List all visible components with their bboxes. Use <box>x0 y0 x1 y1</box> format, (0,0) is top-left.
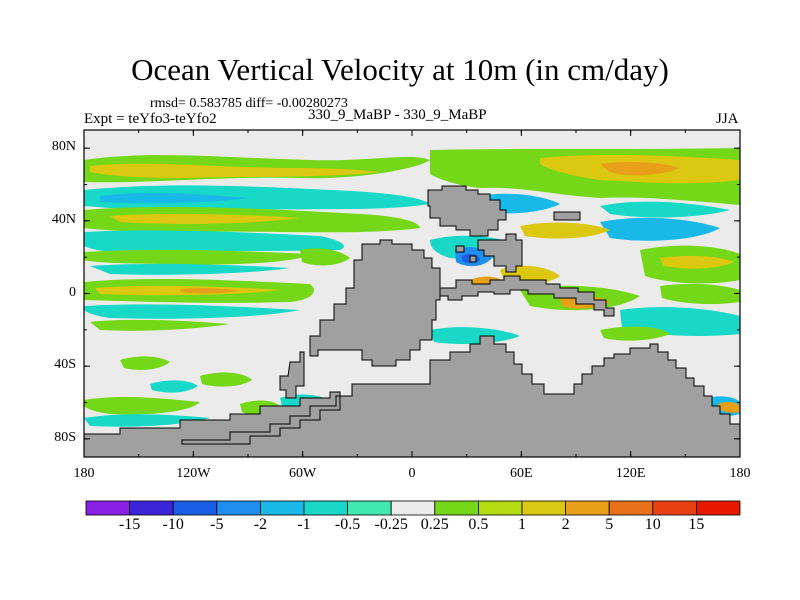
land-antarctica <box>84 335 740 457</box>
colorbar-label: 15 <box>688 516 705 533</box>
colorbar-swatch <box>521 500 566 516</box>
colorbar-swatch <box>129 500 174 516</box>
lat-label: 40S <box>54 357 76 373</box>
lon-label: 60E <box>510 466 533 481</box>
lat-label: 80S <box>54 429 76 445</box>
south-ocean-green <box>84 396 200 415</box>
colorbar-swatch <box>390 500 436 516</box>
colorbar-swatch <box>696 500 741 516</box>
colorbar-swatch <box>565 500 610 516</box>
lat-label: 0 <box>69 284 76 300</box>
land-south-america-west <box>279 351 305 399</box>
eq-band-orange <box>180 287 240 294</box>
colorbar-swatch <box>652 500 697 516</box>
map-field <box>84 130 740 457</box>
lat-label: 40N <box>51 211 76 227</box>
lon-label: 0 <box>408 466 416 481</box>
colorbar-label: 10 <box>644 516 661 533</box>
lat-label: 80N <box>51 139 76 155</box>
colorbar-label: -10 <box>162 516 184 533</box>
arctic-east-orange <box>600 161 680 176</box>
experiment-label: Expt = teYfo3-teYfo2 <box>84 111 217 127</box>
colorbar-swatch <box>434 500 479 516</box>
colorbar-label: -0.5 <box>334 516 361 533</box>
pacific-east-green-2 <box>660 283 740 305</box>
band-40n-cyan <box>84 185 430 211</box>
indian-yellow-2 <box>520 222 610 239</box>
band-30n-green <box>84 249 310 265</box>
lon-label: 180 <box>73 466 95 481</box>
colorbar-swatch <box>608 500 654 516</box>
colorbar-label: 1 <box>518 516 526 533</box>
south-eq-cyan <box>84 304 300 319</box>
colorbar-swatch <box>259 500 305 516</box>
band-40n-cyan-2 <box>100 192 250 204</box>
arctic-band-yellow <box>90 163 380 178</box>
land-equatorial-strip <box>439 275 615 317</box>
south-patches-green-2 <box>200 372 252 387</box>
colorbar-label: 2 <box>561 516 570 533</box>
land-africa-block <box>477 233 523 273</box>
lon-label: 180 <box>729 466 751 481</box>
stats-line: rmsd= 0.583785 diff= -0.00280273 <box>150 96 348 111</box>
lon-label: 120E <box>615 466 646 481</box>
band-40n-yellow <box>110 213 300 225</box>
colorbar-swatch <box>216 500 261 516</box>
south-patches-green <box>120 356 170 370</box>
south-indian-green <box>600 326 670 341</box>
colorbar-swatch <box>85 500 130 516</box>
land-americas <box>309 239 441 367</box>
arctic-east-cyan-2 <box>600 201 730 218</box>
colorbar-label: -2 <box>253 516 268 533</box>
velocity-field <box>84 148 740 427</box>
land-small-island-1 <box>455 245 465 253</box>
colorbar-label: -15 <box>118 516 141 533</box>
colorbar <box>85 500 741 516</box>
land-small-block-east <box>553 211 581 221</box>
colorbar-label: 0.5 <box>468 516 489 533</box>
colorbar-swatch <box>172 500 218 516</box>
pacific-east-yellow <box>660 255 734 269</box>
south-patches-cyan <box>150 380 198 393</box>
colorbar-swatch <box>477 500 523 516</box>
south-eq-green <box>90 319 230 331</box>
colorbar-swatch <box>303 500 348 516</box>
colorbar-label: -5 <box>210 516 224 533</box>
south-ocean-cyan <box>84 414 210 427</box>
colorbar-label: 0.25 <box>420 516 449 533</box>
chart-title: Ocean Vertical Velocity at 10m (in cm/da… <box>131 52 669 87</box>
case-label: 330_9_MaBP - 330_9_MaBP <box>308 107 487 123</box>
season-label: JJA <box>716 111 739 127</box>
south-indian-orange <box>718 401 740 413</box>
band-30n-cyan <box>84 230 344 252</box>
land-north-continent <box>427 185 507 237</box>
atlantic-green <box>300 248 350 266</box>
indian-cyan-2 <box>600 217 720 241</box>
colorbar-label: -1 <box>297 516 311 533</box>
band-20n-cyan <box>90 263 290 275</box>
land-masses <box>84 185 740 457</box>
south-atlantic-cyan <box>430 327 520 344</box>
lon-label: 120W <box>176 466 211 481</box>
axis-ticks <box>83 130 741 457</box>
colorbar-label: -0.25 <box>374 516 408 533</box>
lon-label: 60W <box>289 466 317 481</box>
land-small-island-2 <box>469 255 477 263</box>
colorbar-swatch <box>347 500 392 516</box>
colorbar-label: 5 <box>605 516 614 533</box>
